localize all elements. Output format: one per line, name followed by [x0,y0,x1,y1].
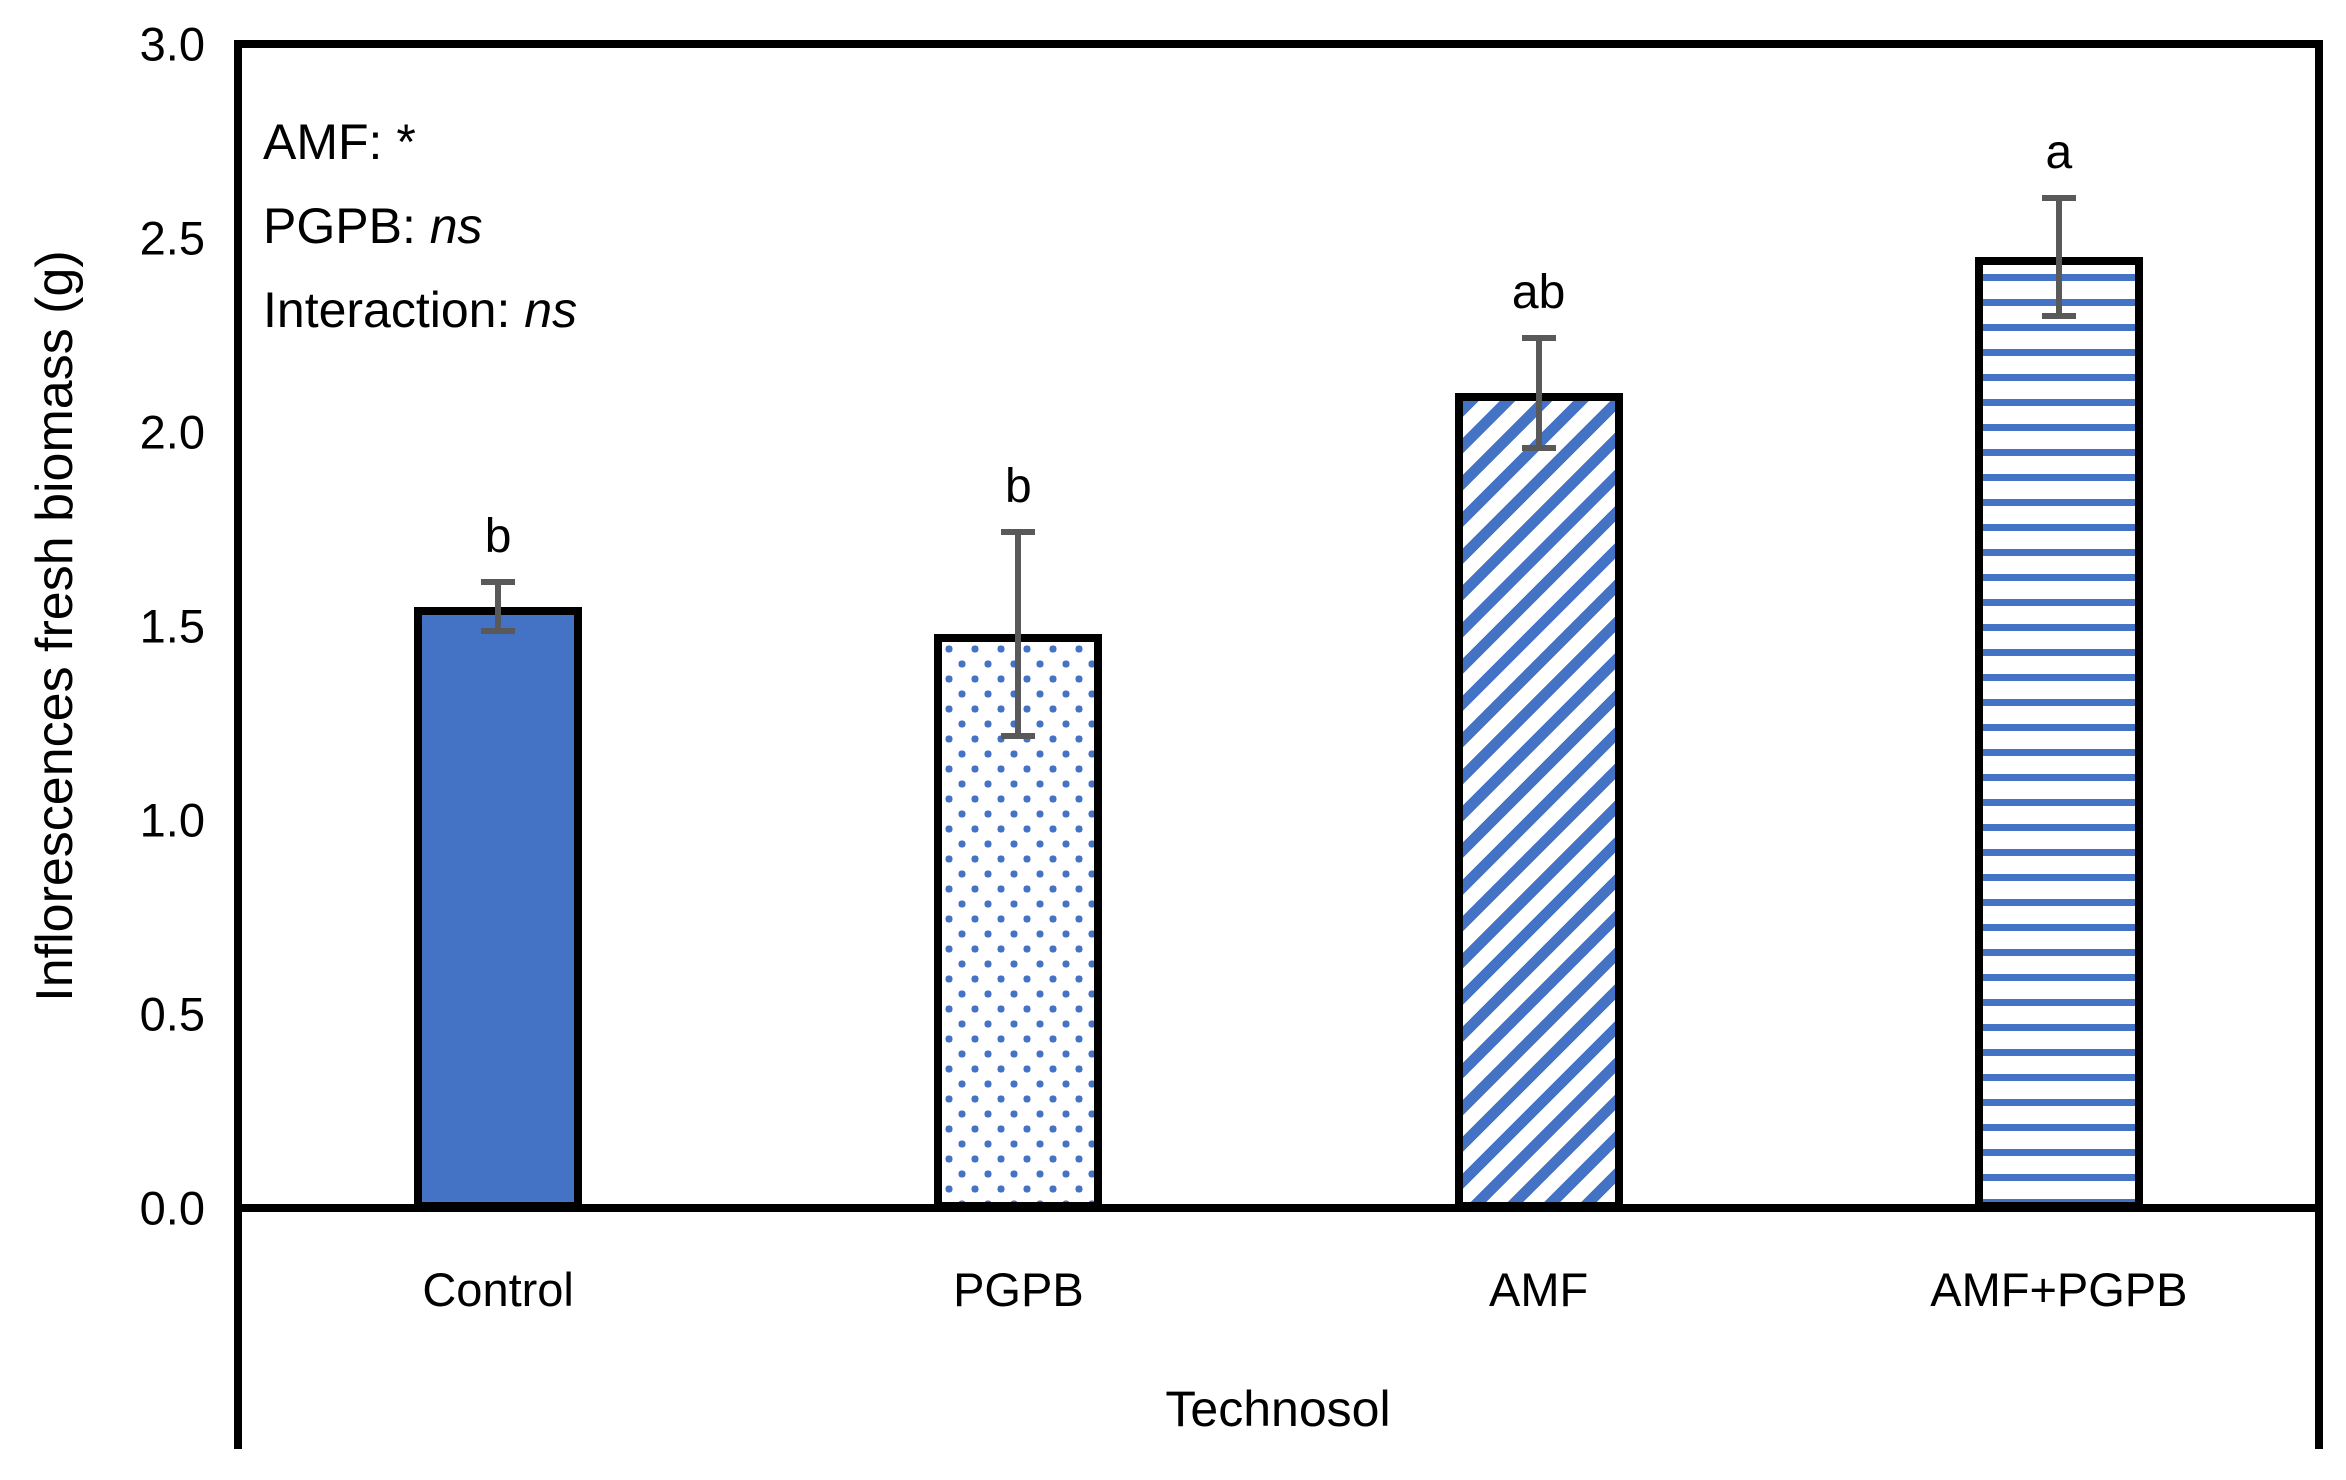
error-bar-cap-bottom [2041,313,2076,320]
y-tick-label-2.5: 2.5 [139,211,205,265]
annotation-significance: * [396,114,416,170]
error-bar-cap-bottom [1521,445,1556,452]
category-label-amf: AMF [1489,1263,1589,1316]
category-label-pgpb: PGPB [953,1263,1084,1316]
error-bar-cap-bottom [481,627,516,634]
x-axis-title: Technosol [1165,1381,1391,1437]
left-axis-extension [234,1212,242,1449]
annotation-significance: ns [524,282,578,338]
error-bar-line [495,579,502,634]
annotation-significance: ns [429,198,483,254]
error-bar-cap-top [1001,529,1036,535]
significance-letter-a: a [2045,126,2073,180]
y-tick-label-3.0: 3.0 [139,17,205,71]
annotation-line: Interaction: ns [263,268,577,352]
bar-control [414,606,583,1210]
bar-amf-pgpb [1974,257,2143,1210]
error-bar-line [1535,335,1542,452]
error-bar-cap-top [2041,195,2076,202]
y-tick-label-0.5: 0.5 [139,987,205,1041]
anova-annotations: AMF: * PGPB: ns Interaction: ns [263,100,577,352]
category-label-control: Control [422,1263,574,1316]
error-bar-line [1015,529,1022,739]
error-bar-line [2055,195,2062,320]
error-bar-cap-top [481,579,516,586]
significance-letter-ab: ab [1511,266,1566,319]
significance-letter-b: b [1005,460,1032,513]
y-tick-label-1.5: 1.5 [139,599,205,653]
error-bar-cap-top [1521,335,1556,341]
significance-letter-b: b [484,510,512,564]
plot-area [234,40,2323,1212]
right-axis-extension [2315,1212,2323,1449]
y-tick-label-0.0: 0.0 [139,1181,205,1235]
category-label-amf-pgpb: AMF+PGPB [1930,1263,2188,1316]
y-tick-label-2.0: 2.0 [139,405,205,459]
bar-amf [1454,393,1623,1210]
annotation-factor: AMF: [263,114,397,170]
annotation-line: AMF: * [263,100,577,184]
annotation-factor: PGPB: [263,198,430,254]
error-bar-cap-bottom [1001,732,1036,739]
annotation-factor: Interaction: [263,282,525,338]
annotation-line: PGPB: ns [263,184,577,268]
y-tick-label-1.0: 1.0 [139,793,205,847]
